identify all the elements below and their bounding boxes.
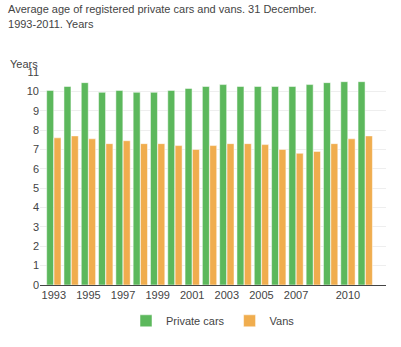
svg-text:8: 8 xyxy=(33,124,39,136)
svg-text:2010: 2010 xyxy=(336,289,360,301)
svg-text:Average age of registered priv: Average age of registered private cars a… xyxy=(8,3,317,29)
svg-text:10: 10 xyxy=(27,85,39,97)
svg-text:Private cars: Private cars xyxy=(166,315,225,327)
svg-text:2: 2 xyxy=(33,240,39,252)
svg-text:1995: 1995 xyxy=(76,289,100,301)
svg-text:Vans: Vans xyxy=(270,315,295,327)
svg-text:2001: 2001 xyxy=(180,289,204,301)
svg-text:6: 6 xyxy=(33,163,39,175)
svg-text:Years: Years xyxy=(10,58,38,70)
svg-text:4: 4 xyxy=(33,201,39,213)
svg-text:0: 0 xyxy=(33,279,39,291)
svg-text:5: 5 xyxy=(33,182,39,194)
svg-text:1999: 1999 xyxy=(145,289,169,301)
svg-text:7: 7 xyxy=(33,143,39,155)
svg-text:1: 1 xyxy=(33,259,39,271)
svg-text:2007: 2007 xyxy=(284,289,308,301)
svg-text:9: 9 xyxy=(33,105,39,117)
svg-text:3: 3 xyxy=(33,221,39,233)
svg-text:2003: 2003 xyxy=(215,289,239,301)
svg-text:2005: 2005 xyxy=(249,289,273,301)
svg-text:11: 11 xyxy=(28,66,39,78)
svg-text:1993: 1993 xyxy=(42,289,66,301)
svg-text:1997: 1997 xyxy=(111,289,135,301)
